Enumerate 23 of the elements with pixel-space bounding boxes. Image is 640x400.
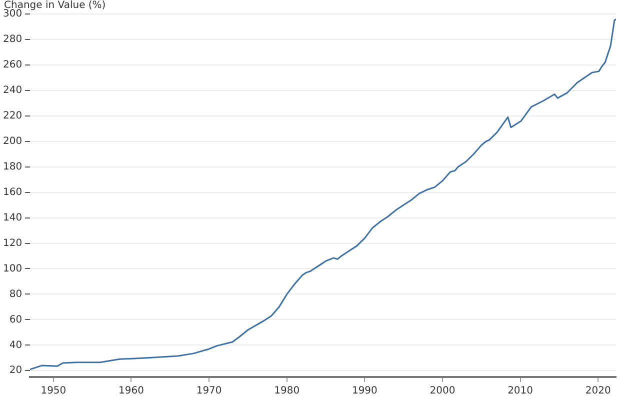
y-tick-label: 260	[2, 60, 22, 71]
x-tick-label: 1980	[274, 386, 300, 397]
y-tick-label: 280	[2, 34, 22, 46]
x-tick-label: 2000	[430, 386, 456, 397]
x-tick-label: 1990	[352, 386, 378, 397]
y-tick-label: 120	[2, 238, 22, 249]
y-tick-label: 180	[2, 161, 22, 172]
y-tick-label: 100	[2, 263, 22, 274]
y-tick-label: 20	[9, 365, 22, 376]
x-tick-label: 2020	[585, 386, 611, 397]
x-tick-label: 1960	[118, 386, 144, 397]
x-tick-label: 2010	[508, 386, 534, 397]
y-tick-label: 40	[9, 340, 22, 351]
y-tick-label: 220	[2, 110, 22, 122]
y-tick-label: 160	[2, 186, 22, 198]
y-tick-label: 200	[2, 136, 22, 147]
y-tick-label: 60	[9, 314, 22, 326]
y-tick-label: 140	[2, 212, 22, 224]
y-tick-label: 80	[9, 288, 22, 300]
x-tick-label: 1970	[196, 386, 222, 397]
y-tick-label: 300	[2, 8, 22, 20]
y-tick-label: 240	[2, 85, 22, 96]
x-tick-label: 1950	[40, 386, 66, 397]
